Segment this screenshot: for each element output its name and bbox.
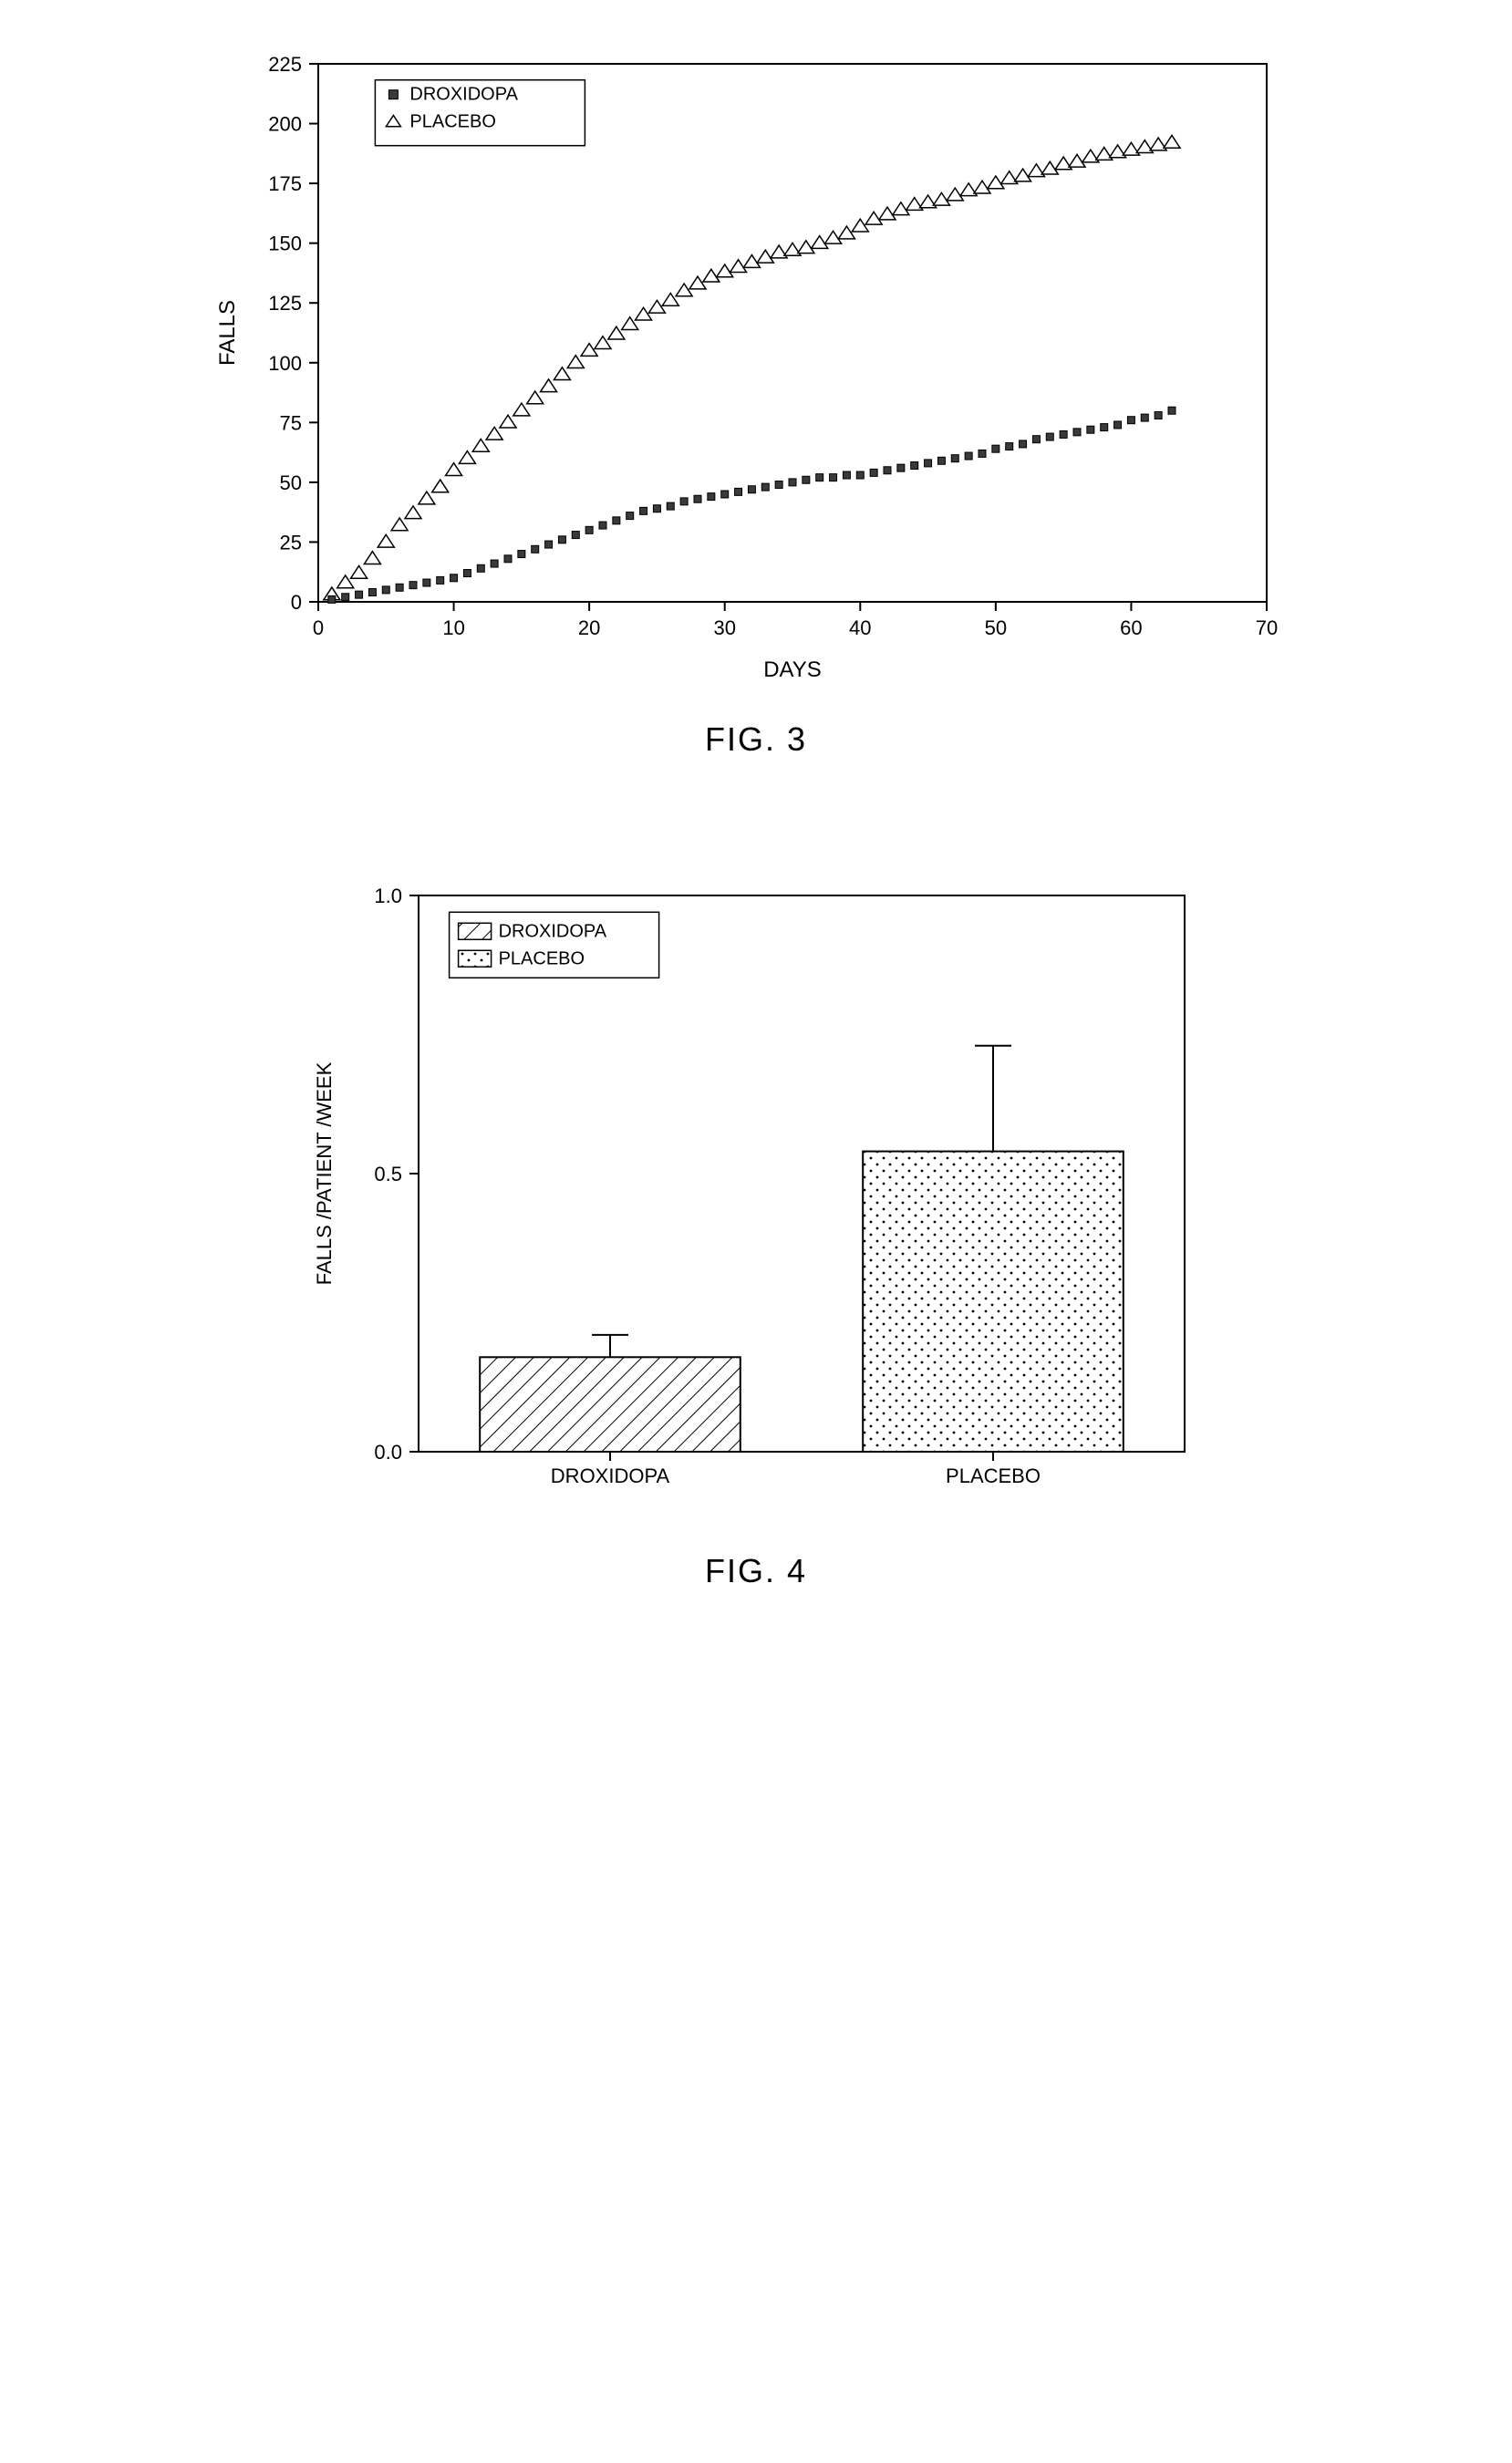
svg-text:0.5: 0.5	[374, 1163, 402, 1185]
fig3-caption: FIG. 3	[705, 720, 807, 759]
svg-text:150: 150	[268, 233, 302, 255]
svg-text:75: 75	[280, 411, 302, 434]
svg-text:50: 50	[985, 616, 1007, 639]
svg-text:DROXIDOPA: DROXIDOPA	[551, 1464, 670, 1487]
fig4-caption: FIG. 4	[705, 1552, 807, 1590]
svg-text:125: 125	[268, 292, 302, 315]
svg-text:200: 200	[268, 113, 302, 136]
svg-text:20: 20	[578, 616, 600, 639]
figure-3: 0 10 20 30 40 50 60 70 0 25 50 75 100 125 150 175 200 225…	[209, 36, 1303, 759]
fig3-chart: 0 10 20 30 40 50 60 70 0 25 50 75 100 125 150 175 200 225…	[209, 36, 1303, 693]
svg-text:DROXIDOPA: DROXIDOPA	[499, 921, 607, 941]
svg-text:60: 60	[1120, 616, 1142, 639]
svg-text:100: 100	[268, 352, 302, 375]
svg-text:225: 225	[268, 53, 302, 76]
svg-text:1.0: 1.0	[374, 885, 402, 907]
svg-text:PLACEBO: PLACEBO	[409, 112, 495, 132]
fig4-chart: 0.0 0.5 1.0 FALLS /PATIENT /WEEK DROXIDOPA PL…	[300, 868, 1212, 1525]
svg-text:0.0: 0.0	[374, 1441, 402, 1464]
figure-4: 0.0 0.5 1.0 FALLS /PATIENT /WEEK DROXIDOPA PL…	[300, 868, 1212, 1590]
svg-text:0: 0	[291, 591, 302, 614]
svg-text:70: 70	[1256, 616, 1278, 639]
svg-text:30: 30	[713, 616, 735, 639]
svg-text:175: 175	[268, 172, 302, 195]
svg-text:PLACEBO: PLACEBO	[946, 1464, 1041, 1487]
svg-text:40: 40	[849, 616, 871, 639]
svg-text:FALLS: FALLS	[215, 300, 240, 366]
svg-text:0: 0	[313, 616, 324, 639]
svg-text:DAYS: DAYS	[763, 657, 822, 682]
svg-text:25: 25	[280, 531, 302, 554]
svg-text:50: 50	[280, 471, 302, 494]
svg-text:DROXIDOPA: DROXIDOPA	[409, 85, 518, 105]
svg-text:PLACEBO: PLACEBO	[499, 948, 585, 968]
svg-text:FALLS /PATIENT /WEEK: FALLS /PATIENT /WEEK	[313, 1061, 336, 1285]
svg-text:10: 10	[442, 616, 464, 639]
